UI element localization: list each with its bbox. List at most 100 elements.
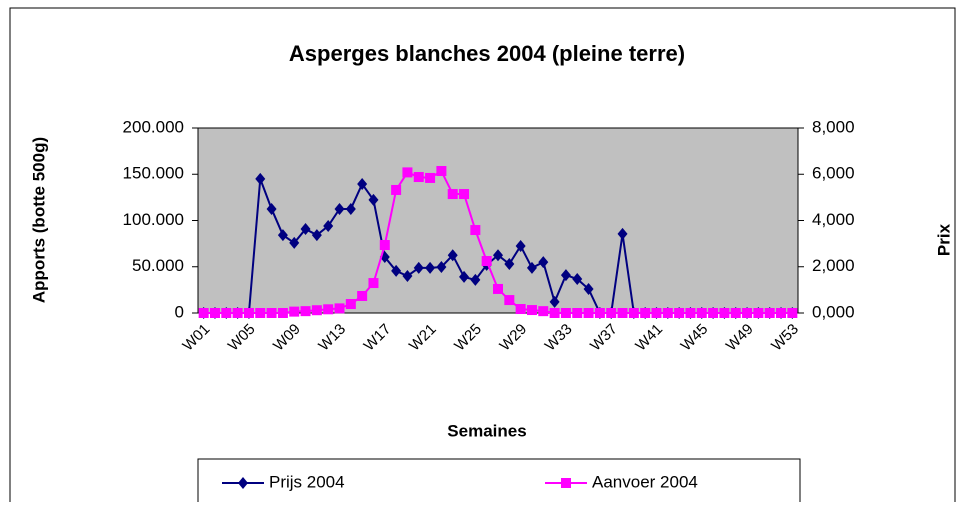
series-marker: [583, 308, 594, 318]
series-marker: [606, 308, 617, 318]
series-marker: [311, 305, 322, 316]
series-marker: [277, 229, 288, 242]
series-marker: [764, 308, 775, 318]
series-marker: [221, 308, 232, 318]
y-axis-label: Apports (botte 500g): [29, 137, 48, 303]
series-marker: [493, 249, 503, 262]
series-marker: [459, 270, 470, 283]
series-marker: [334, 202, 345, 215]
series-marker: [289, 306, 300, 317]
series-marker: [594, 308, 605, 318]
series-marker: [504, 295, 515, 306]
series-marker: [572, 273, 583, 286]
series-marker: [493, 283, 503, 294]
y2-tick-label: 4,000: [812, 210, 855, 229]
series-marker: [583, 282, 594, 295]
series-marker: [572, 308, 583, 318]
y-tick-label: 150.000: [123, 164, 184, 183]
series-marker: [345, 299, 356, 310]
series-marker: [447, 249, 458, 262]
series-marker: [459, 189, 470, 200]
series-marker: [357, 177, 368, 190]
y-tick-label: 100.000: [123, 210, 184, 229]
series-marker: [425, 172, 436, 183]
series-marker: [651, 308, 662, 318]
series-marker: [255, 308, 266, 318]
series-marker: [730, 308, 741, 318]
series-marker: [787, 308, 798, 318]
series-marker: [255, 172, 266, 185]
series-marker: [515, 304, 526, 315]
series-marker: [538, 306, 549, 317]
series-marker: [538, 256, 549, 269]
series-marker: [719, 308, 730, 318]
series-marker: [560, 308, 571, 318]
series-marker: [560, 269, 571, 282]
y-tick-label: 0: [175, 302, 184, 321]
y2-tick-label: 0,000: [812, 302, 855, 321]
series-marker: [266, 308, 277, 318]
series-marker: [391, 264, 402, 277]
y-tick-label: 200.000: [123, 117, 184, 136]
y2-tick-label: 2,000: [812, 256, 855, 275]
series-marker: [402, 167, 413, 178]
series-marker: [368, 193, 379, 206]
series-marker: [368, 278, 379, 289]
series-marker: [526, 261, 537, 274]
legend-label: Aanvoer 2004: [592, 472, 698, 491]
series-marker: [481, 256, 492, 267]
x-axis-label: Semaines: [447, 421, 526, 440]
legend-marker: [238, 477, 248, 489]
series-marker: [549, 295, 560, 308]
series-marker: [674, 308, 685, 318]
series-marker: [549, 308, 560, 318]
series-marker: [413, 172, 424, 183]
series-marker: [243, 308, 254, 318]
series-marker: [515, 239, 526, 252]
series-marker: [425, 261, 436, 274]
series-marker: [300, 306, 311, 317]
series-marker: [696, 308, 707, 318]
series-marker: [753, 308, 764, 318]
series-marker: [470, 273, 481, 286]
series-marker: [628, 308, 639, 318]
series-marker: [357, 290, 368, 301]
plot-area: [197, 127, 799, 314]
legend-marker: [561, 478, 571, 488]
series-marker: [334, 303, 345, 314]
y2-axis-label: Prix: [934, 223, 953, 256]
series-marker: [662, 308, 673, 318]
series-marker: [323, 304, 334, 315]
series-marker: [209, 308, 220, 318]
series-marker: [436, 260, 447, 273]
series-marker: [640, 308, 651, 318]
series-marker: [402, 270, 413, 282]
series-marker: [436, 166, 447, 177]
series-marker: [742, 308, 753, 318]
series-marker: [391, 184, 402, 195]
series-marker: [504, 257, 515, 270]
chart-title: Asperges blanches 2004 (pleine terre): [289, 41, 685, 66]
series-marker: [617, 227, 628, 240]
y2-tick-label: 6,000: [812, 164, 855, 183]
series-marker: [323, 220, 334, 233]
series-marker: [708, 308, 719, 318]
series-marker: [447, 189, 458, 200]
series-marker: [300, 223, 311, 236]
series-marker: [345, 202, 356, 215]
series-marker: [266, 202, 277, 215]
series-marker: [311, 229, 322, 242]
legend: [197, 458, 801, 507]
series-marker: [413, 261, 424, 274]
series-marker: [277, 308, 288, 318]
series-marker: [617, 308, 628, 318]
series-marker: [289, 236, 300, 249]
series-marker: [685, 308, 696, 318]
series-marker: [379, 240, 390, 251]
y2-tick-label: 8,000: [812, 117, 855, 136]
series-marker: [470, 225, 481, 236]
series-marker: [776, 308, 787, 318]
legend-label: Prijs 2004: [269, 472, 345, 491]
series-marker: [198, 308, 209, 318]
